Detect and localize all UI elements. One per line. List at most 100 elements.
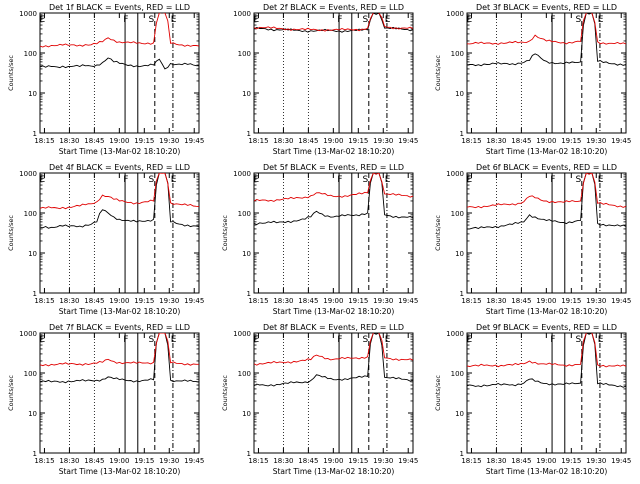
- interval-marker-e: E: [40, 175, 46, 185]
- chart-title: Det 8f BLACK = Events, RED = LLD: [263, 323, 404, 332]
- interval-marker-f: F: [550, 15, 555, 25]
- chart-panel-3: Det 3f BLACK = Events, RED = LLD Counts/s…: [434, 3, 631, 156]
- events-series-line: [40, 173, 199, 229]
- y-tick-label: 100: [451, 50, 464, 58]
- x-tick-label: 18:45: [511, 457, 531, 465]
- interval-marker-e: E: [40, 15, 46, 25]
- plot-frame: [466, 332, 627, 454]
- plot-frame: [39, 332, 200, 454]
- y-tick-label: 10: [242, 250, 251, 258]
- interval-marker-e: E: [171, 175, 177, 185]
- chart-panel-6: Det 6f BLACK = Events, RED = LLD Counts/s…: [434, 163, 631, 316]
- events-series-line: [467, 173, 626, 230]
- x-tick-label: 19:30: [586, 457, 606, 465]
- interval-marker-s: S: [362, 15, 368, 25]
- y-tick-label: 100: [238, 50, 251, 58]
- y-axis-label: Counts/sec: [7, 55, 15, 91]
- interval-marker-e: E: [171, 335, 177, 345]
- y-axis-label: Counts/sec: [434, 55, 442, 91]
- plot-frame: [253, 332, 414, 454]
- lld-series-line: [254, 173, 413, 202]
- events-series-line: [254, 173, 413, 225]
- x-tick-label: 19:15: [561, 137, 581, 145]
- x-tick-label: 18:45: [298, 297, 318, 305]
- x-tick-label: 18:15: [461, 457, 481, 465]
- interval-marker-e: E: [254, 175, 260, 185]
- x-tick-label: 18:45: [84, 137, 104, 145]
- x-tick-label: 19:30: [159, 457, 179, 465]
- x-axis-label: Start Time (13-Mar-02 18:10:20): [273, 467, 395, 476]
- y-tick-label: 10: [455, 250, 464, 258]
- lld-series-line: [254, 13, 413, 32]
- y-tick-label: 1: [460, 450, 464, 458]
- y-tick-label: 100: [451, 370, 464, 378]
- chart-panel-4: Det 4f BLACK = Events, RED = LLD Counts/s…: [7, 163, 204, 316]
- x-tick-label: 19:15: [348, 297, 368, 305]
- x-axis-label: Start Time (13-Mar-02 18:10:20): [486, 467, 608, 476]
- events-series-line: [254, 333, 413, 387]
- y-tick-label: 100: [238, 210, 251, 218]
- chart-panel-1: Det 1f BLACK = Events, RED = LLD Counts/s…: [7, 3, 204, 156]
- y-tick-label: 1000: [19, 330, 37, 338]
- x-tick-label: 18:15: [34, 297, 54, 305]
- events-series-line: [467, 333, 626, 388]
- x-tick-label: 19:45: [611, 297, 631, 305]
- x-axis-label: Start Time (13-Mar-02 18:10:20): [273, 147, 395, 156]
- interval-marker-e: E: [385, 175, 391, 185]
- interval-marker-s: S: [362, 335, 368, 345]
- x-tick-label: 18:15: [461, 297, 481, 305]
- y-axis-label: Counts/sec: [7, 215, 15, 251]
- y-tick-label: 1000: [19, 10, 37, 18]
- chart-title: Det 2f BLACK = Events, RED = LLD: [263, 3, 404, 12]
- y-tick-label: 1000: [446, 330, 464, 338]
- y-axis-label: Counts/sec: [221, 375, 229, 411]
- y-tick-label: 1000: [233, 330, 251, 338]
- x-tick-label: 18:30: [59, 457, 79, 465]
- chart-title: Det 1f BLACK = Events, RED = LLD: [49, 3, 190, 12]
- x-tick-label: 19:45: [184, 297, 204, 305]
- lld-series-line: [467, 13, 626, 45]
- interval-marker-f: F: [550, 175, 555, 185]
- x-tick-label: 19:30: [586, 297, 606, 305]
- y-axis-label: Counts/sec: [434, 215, 442, 251]
- x-tick-label: 19:45: [398, 137, 418, 145]
- events-series-line: [467, 13, 626, 67]
- interval-marker-f: F: [337, 175, 342, 185]
- x-axis-label: Start Time (13-Mar-02 18:10:20): [59, 467, 181, 476]
- x-axis-label: Start Time (13-Mar-02 18:10:20): [273, 307, 395, 316]
- y-tick-label: 10: [455, 90, 464, 98]
- x-tick-label: 19:45: [398, 457, 418, 465]
- x-tick-label: 19:30: [373, 297, 393, 305]
- y-tick-label: 1000: [19, 170, 37, 178]
- y-tick-label: 10: [242, 410, 251, 418]
- x-tick-label: 18:30: [486, 457, 506, 465]
- chart-panel-8: Det 8f BLACK = Events, RED = LLD Counts/s…: [221, 323, 418, 476]
- x-tick-label: 19:00: [536, 457, 556, 465]
- x-tick-label: 19:00: [536, 137, 556, 145]
- lld-series-line: [467, 173, 626, 209]
- interval-marker-e: E: [598, 335, 604, 345]
- x-tick-label: 19:00: [323, 457, 343, 465]
- chart-panel-7: Det 7f BLACK = Events, RED = LLD Counts/s…: [7, 323, 204, 476]
- interval-marker-f: F: [550, 335, 555, 345]
- y-axis-label: Counts/sec: [221, 215, 229, 251]
- x-tick-label: 18:30: [59, 137, 79, 145]
- x-tick-label: 18:15: [34, 457, 54, 465]
- lld-series-line: [40, 173, 199, 210]
- x-axis-label: Start Time (13-Mar-02 18:10:20): [486, 307, 608, 316]
- x-axis-label: Start Time (13-Mar-02 18:10:20): [486, 147, 608, 156]
- lld-series-line: [254, 333, 413, 366]
- x-tick-label: 18:45: [298, 457, 318, 465]
- x-tick-label: 18:15: [248, 297, 268, 305]
- x-tick-label: 19:45: [611, 457, 631, 465]
- events-series-line: [254, 13, 413, 33]
- x-tick-label: 18:30: [273, 297, 293, 305]
- y-tick-label: 1000: [233, 170, 251, 178]
- x-tick-label: 19:00: [109, 457, 129, 465]
- y-axis-label: Counts/sec: [7, 375, 15, 411]
- chart-title: Det 6f BLACK = Events, RED = LLD: [476, 163, 617, 172]
- x-tick-label: 19:00: [109, 297, 129, 305]
- interval-marker-f: F: [337, 335, 342, 345]
- chart-panel-9: Det 9f BLACK = Events, RED = LLD Counts/s…: [434, 323, 631, 476]
- x-tick-label: 19:30: [373, 457, 393, 465]
